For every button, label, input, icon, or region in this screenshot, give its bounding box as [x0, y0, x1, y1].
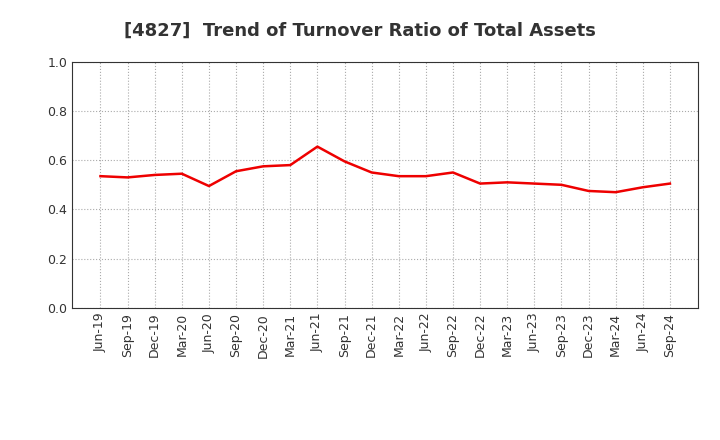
Text: [4827]  Trend of Turnover Ratio of Total Assets: [4827] Trend of Turnover Ratio of Total … [124, 22, 596, 40]
